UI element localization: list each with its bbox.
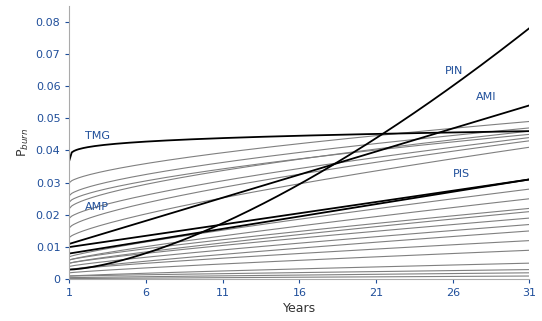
Text: TMG: TMG <box>85 131 110 141</box>
Y-axis label: P$_{burn}$: P$_{burn}$ <box>16 128 31 157</box>
Text: PIN: PIN <box>445 66 463 76</box>
Text: PIS: PIS <box>453 169 470 179</box>
Text: AMP: AMP <box>85 202 109 212</box>
Text: AMI: AMI <box>476 92 496 102</box>
X-axis label: Years: Years <box>283 302 316 316</box>
